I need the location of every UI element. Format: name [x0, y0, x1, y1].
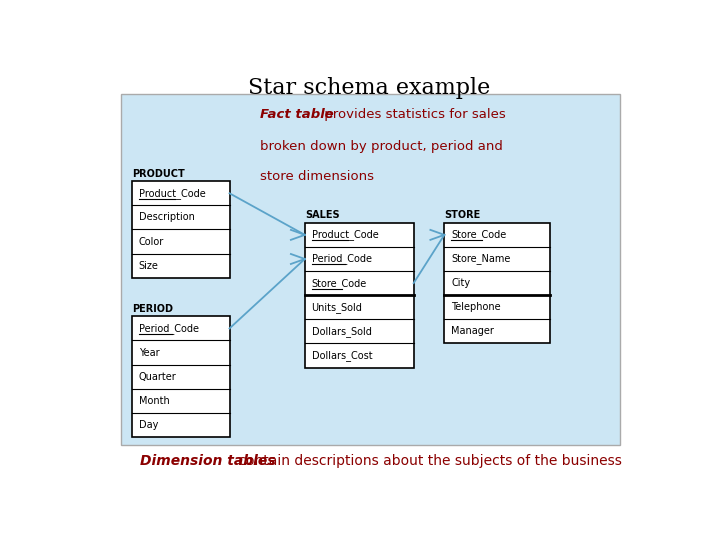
Text: Dollars_Cost: Dollars_Cost — [312, 350, 372, 361]
Text: Day: Day — [138, 420, 158, 430]
Text: Period_Code: Period_Code — [138, 323, 199, 334]
Text: STORE: STORE — [444, 210, 480, 220]
Text: provides statistics for sales: provides statistics for sales — [320, 109, 505, 122]
Text: PRODUCT: PRODUCT — [132, 168, 184, 179]
Text: Month: Month — [138, 396, 169, 406]
Text: Product_Code: Product_Code — [312, 230, 378, 240]
Text: City: City — [451, 278, 470, 288]
Text: Quarter: Quarter — [138, 372, 176, 382]
Text: contain descriptions about the subjects of the business: contain descriptions about the subjects … — [234, 454, 622, 468]
Bar — [444, 223, 550, 343]
Bar — [132, 181, 230, 278]
Text: Telephone: Telephone — [451, 302, 500, 312]
Text: Period_Code: Period_Code — [312, 253, 372, 265]
Text: Dimension tables: Dimension tables — [140, 454, 276, 468]
Text: PERIOD: PERIOD — [132, 304, 173, 314]
Text: Fact table: Fact table — [260, 109, 334, 122]
Text: store dimensions: store dimensions — [260, 170, 374, 183]
Text: Description: Description — [138, 212, 194, 222]
Text: Store_Code: Store_Code — [451, 230, 506, 240]
Bar — [121, 94, 620, 446]
Text: Manager: Manager — [451, 326, 494, 336]
Text: Size: Size — [138, 261, 158, 271]
Text: Color: Color — [138, 237, 163, 247]
Text: Store_Name: Store_Name — [451, 253, 510, 265]
Text: Year: Year — [138, 348, 159, 357]
Text: Star schema example: Star schema example — [248, 77, 490, 99]
Text: Units_Sold: Units_Sold — [312, 302, 362, 313]
Text: broken down by product, period and: broken down by product, period and — [260, 140, 503, 153]
Text: Store_Code: Store_Code — [312, 278, 366, 288]
Text: Dollars_Sold: Dollars_Sold — [312, 326, 372, 337]
Bar — [305, 223, 414, 368]
Text: SALES: SALES — [305, 210, 339, 220]
Text: Product_Code: Product_Code — [138, 188, 205, 199]
Bar — [132, 316, 230, 437]
